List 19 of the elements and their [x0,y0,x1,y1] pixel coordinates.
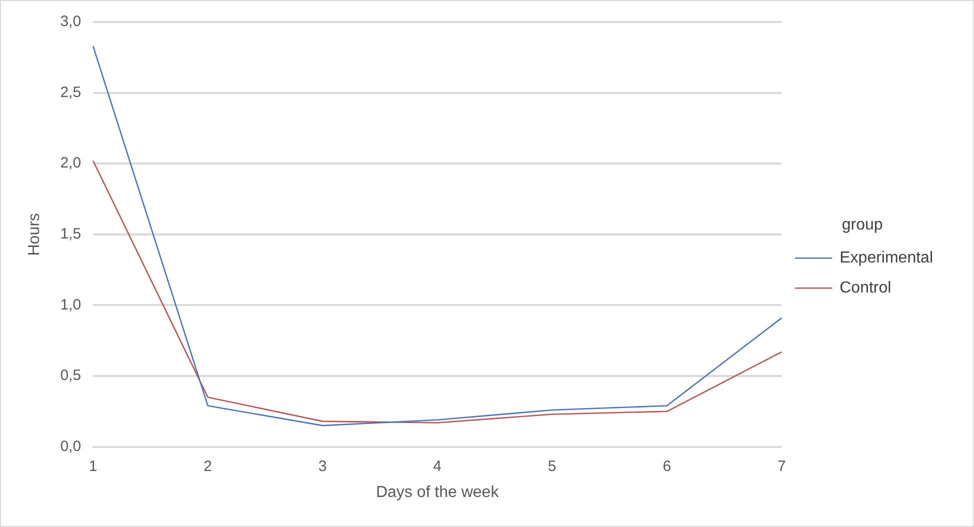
x-axis-title: Days of the week [376,484,500,501]
x-tick-label: 7 [777,458,786,475]
x-tick-label: 3 [318,458,327,475]
y-axis-title: Hours [26,213,44,256]
y-tick-label: 2,5 [60,84,82,101]
y-tick-label: 0,5 [60,367,82,384]
x-tick-label: 1 [88,458,98,475]
y-tick-label: 1,5 [60,226,82,243]
y-tick-label: 1,0 [60,296,82,314]
x-tick-label: 4 [433,458,442,475]
legend-label: Experimental [840,250,933,267]
x-tick-label: 2 [204,458,212,475]
y-tick-label: 2,0 [60,154,82,172]
legend-title: group [842,216,883,234]
y-tick-label: 0,0 [60,438,82,455]
y-tick-label: 3,0 [60,13,82,30]
x-tick-label: 6 [662,458,672,475]
x-tick-label: 5 [548,458,556,475]
legend-label: Control [840,280,892,297]
